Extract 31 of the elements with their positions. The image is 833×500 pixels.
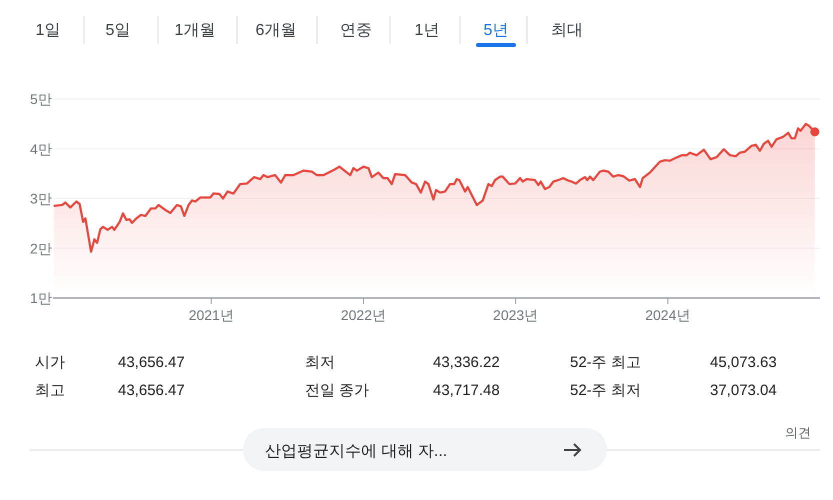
text: 1일 xyxy=(36,22,60,39)
text: 43,717.48 xyxy=(433,382,500,399)
y-tick-label: 1만 xyxy=(30,290,52,306)
text: 산업평균지수에 대해 자... xyxy=(265,443,448,460)
y-tick-label: 5만 xyxy=(30,91,52,107)
text: 최저 xyxy=(305,354,335,371)
text: 45,073.63 xyxy=(710,354,777,371)
y-tick-label: 4만 xyxy=(30,140,52,157)
text: 43,656.47 xyxy=(118,354,185,371)
text: 52-주 최고 xyxy=(570,354,641,371)
x-tick-label: 2022년 xyxy=(340,307,386,323)
text: 최대 xyxy=(551,22,583,39)
text: 5일 xyxy=(106,22,130,39)
text: 5년 xyxy=(484,22,508,39)
text: 52-주 최저 xyxy=(570,382,641,399)
text: 연중 xyxy=(340,22,372,39)
x-tick-label: 2021년 xyxy=(188,307,234,323)
text: 최고 xyxy=(35,382,65,399)
text: 43,656.47 xyxy=(118,382,185,399)
text: 43,336.22 xyxy=(433,354,500,371)
x-tick-label: 2023년 xyxy=(493,307,538,323)
x-tick-label: 2024년 xyxy=(645,307,690,323)
text: 6개월 xyxy=(256,22,296,39)
text: 전일 종가 xyxy=(305,382,370,399)
text: 1년 xyxy=(414,22,440,39)
y-tick-label: 2만 xyxy=(30,240,52,256)
text: 37,073.04 xyxy=(710,382,777,399)
text: 시가 xyxy=(35,354,65,371)
y-tick-label: 3만 xyxy=(30,190,52,206)
text: 의견 xyxy=(785,425,811,440)
text: 1개월 xyxy=(174,22,216,39)
